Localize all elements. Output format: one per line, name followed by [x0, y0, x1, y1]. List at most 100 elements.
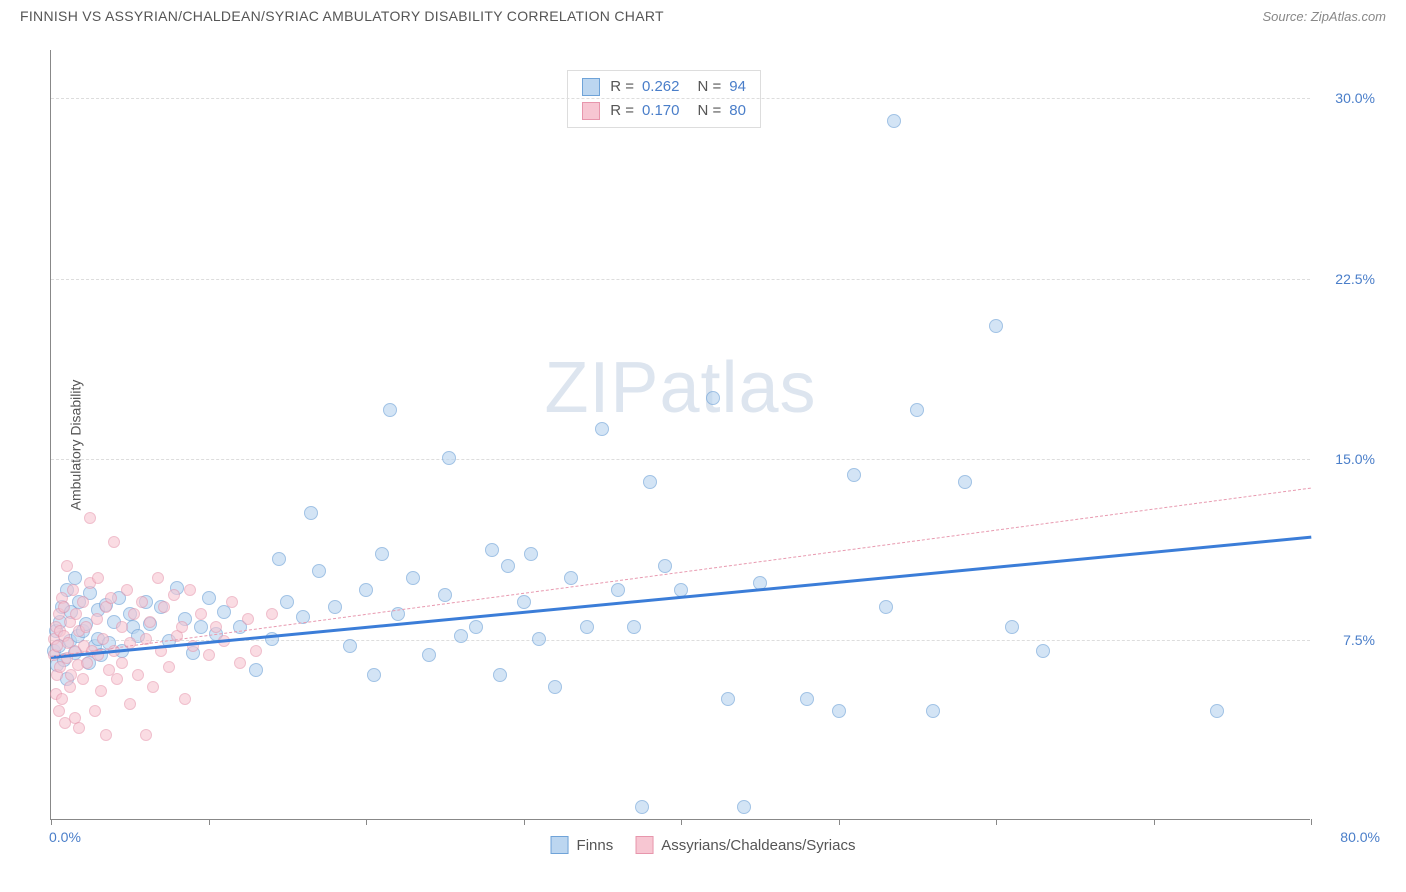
finns-point	[501, 559, 515, 573]
gridline	[51, 459, 1310, 460]
finns-point	[272, 552, 286, 566]
assyrians-r-value: 0.170	[642, 99, 680, 123]
n-label: N =	[698, 99, 722, 123]
y-tick-label: 22.5%	[1335, 271, 1375, 287]
finns-point	[328, 600, 342, 614]
finns-point	[454, 629, 468, 643]
finns-point	[635, 800, 649, 814]
assyrians-point	[116, 657, 128, 669]
y-tick-label: 15.0%	[1335, 451, 1375, 467]
assyrians-point	[84, 512, 96, 524]
assyrians-point	[67, 584, 79, 596]
finns-point	[532, 632, 546, 646]
assyrians-point	[64, 681, 76, 693]
finns-point	[910, 403, 924, 417]
assyrians-point	[132, 669, 144, 681]
finns-point	[595, 422, 609, 436]
assyrians-point	[210, 621, 222, 633]
source-attribution: Source: ZipAtlas.com	[1262, 9, 1386, 24]
finns-point	[438, 588, 452, 602]
legend-item-assyrians: Assyrians/Chaldeans/Syriacs	[635, 836, 855, 854]
finns-point	[280, 595, 294, 609]
n-label: N =	[698, 75, 722, 99]
finns-point	[887, 114, 901, 128]
finns-point	[312, 564, 326, 578]
assyrians-point	[250, 645, 262, 657]
finns-point	[706, 391, 720, 405]
finns-point	[249, 663, 263, 677]
x-tick	[1154, 819, 1155, 825]
assyrians-point	[152, 572, 164, 584]
assyrians-point	[92, 572, 104, 584]
finns-point	[580, 620, 594, 634]
finns-n-value: 94	[729, 75, 746, 99]
assyrians-point	[124, 698, 136, 710]
assyrians-swatch	[635, 836, 653, 854]
finns-point	[422, 648, 436, 662]
finns-point	[383, 403, 397, 417]
finns-point	[989, 319, 1003, 333]
x-tick	[681, 819, 682, 825]
assyrians-label: Assyrians/Chaldeans/Syriacs	[661, 837, 855, 854]
x-tick	[366, 819, 367, 825]
finns-point	[68, 571, 82, 585]
gridline	[51, 279, 1310, 280]
finns-point	[643, 475, 657, 489]
finns-point	[194, 620, 208, 634]
finns-point	[926, 704, 940, 718]
assyrians-point	[116, 621, 128, 633]
plot-area: ZIPatlas R = 0.262 N = 94 R = 0.170 N = …	[50, 50, 1310, 820]
finns-point	[611, 583, 625, 597]
finns-point	[485, 543, 499, 557]
finns-point	[879, 600, 893, 614]
finns-point	[359, 583, 373, 597]
finns-swatch	[582, 78, 600, 96]
finns-swatch	[551, 836, 569, 854]
r-label: R =	[610, 99, 634, 123]
assyrians-point	[195, 608, 207, 620]
assyrians-point	[108, 536, 120, 548]
gridline	[51, 98, 1310, 99]
finns-point	[800, 692, 814, 706]
assyrians-point	[179, 693, 191, 705]
y-tick-label: 7.5%	[1343, 632, 1375, 648]
stats-row-finns: R = 0.262 N = 94	[582, 75, 746, 99]
assyrians-point	[58, 601, 70, 613]
finns-point	[343, 639, 357, 653]
finns-point	[469, 620, 483, 634]
assyrians-point	[234, 657, 246, 669]
bottom-legend: Finns Assyrians/Chaldeans/Syriacs	[551, 836, 856, 854]
assyrians-point	[91, 613, 103, 625]
assyrians-point	[56, 693, 68, 705]
assyrians-point	[105, 592, 117, 604]
assyrians-point	[97, 633, 109, 645]
assyrians-point	[163, 661, 175, 673]
finns-point	[442, 451, 456, 465]
assyrians-point	[242, 613, 254, 625]
assyrians-point	[89, 705, 101, 717]
x-axis-min: 0.0%	[49, 829, 81, 845]
finns-point	[304, 506, 318, 520]
finns-point	[847, 468, 861, 482]
r-label: R =	[610, 75, 634, 99]
finns-point	[202, 591, 216, 605]
assyrians-point	[80, 621, 92, 633]
assyrians-point	[168, 589, 180, 601]
finns-point	[517, 595, 531, 609]
x-tick	[839, 819, 840, 825]
finns-r-value: 0.262	[642, 75, 680, 99]
assyrians-point	[70, 608, 82, 620]
finns-point	[737, 800, 751, 814]
chart-title: FINNISH VS ASSYRIAN/CHALDEAN/SYRIAC AMBU…	[20, 8, 664, 24]
y-tick-label: 30.0%	[1335, 90, 1375, 106]
assyrians-point	[203, 649, 215, 661]
x-tick	[1311, 819, 1312, 825]
finns-label: Finns	[577, 837, 614, 854]
assyrians-point	[176, 621, 188, 633]
assyrians-point	[140, 729, 152, 741]
finns-point	[367, 668, 381, 682]
x-tick	[524, 819, 525, 825]
finns-point	[1210, 704, 1224, 718]
assyrians-point	[144, 616, 156, 628]
assyrians-point	[147, 681, 159, 693]
